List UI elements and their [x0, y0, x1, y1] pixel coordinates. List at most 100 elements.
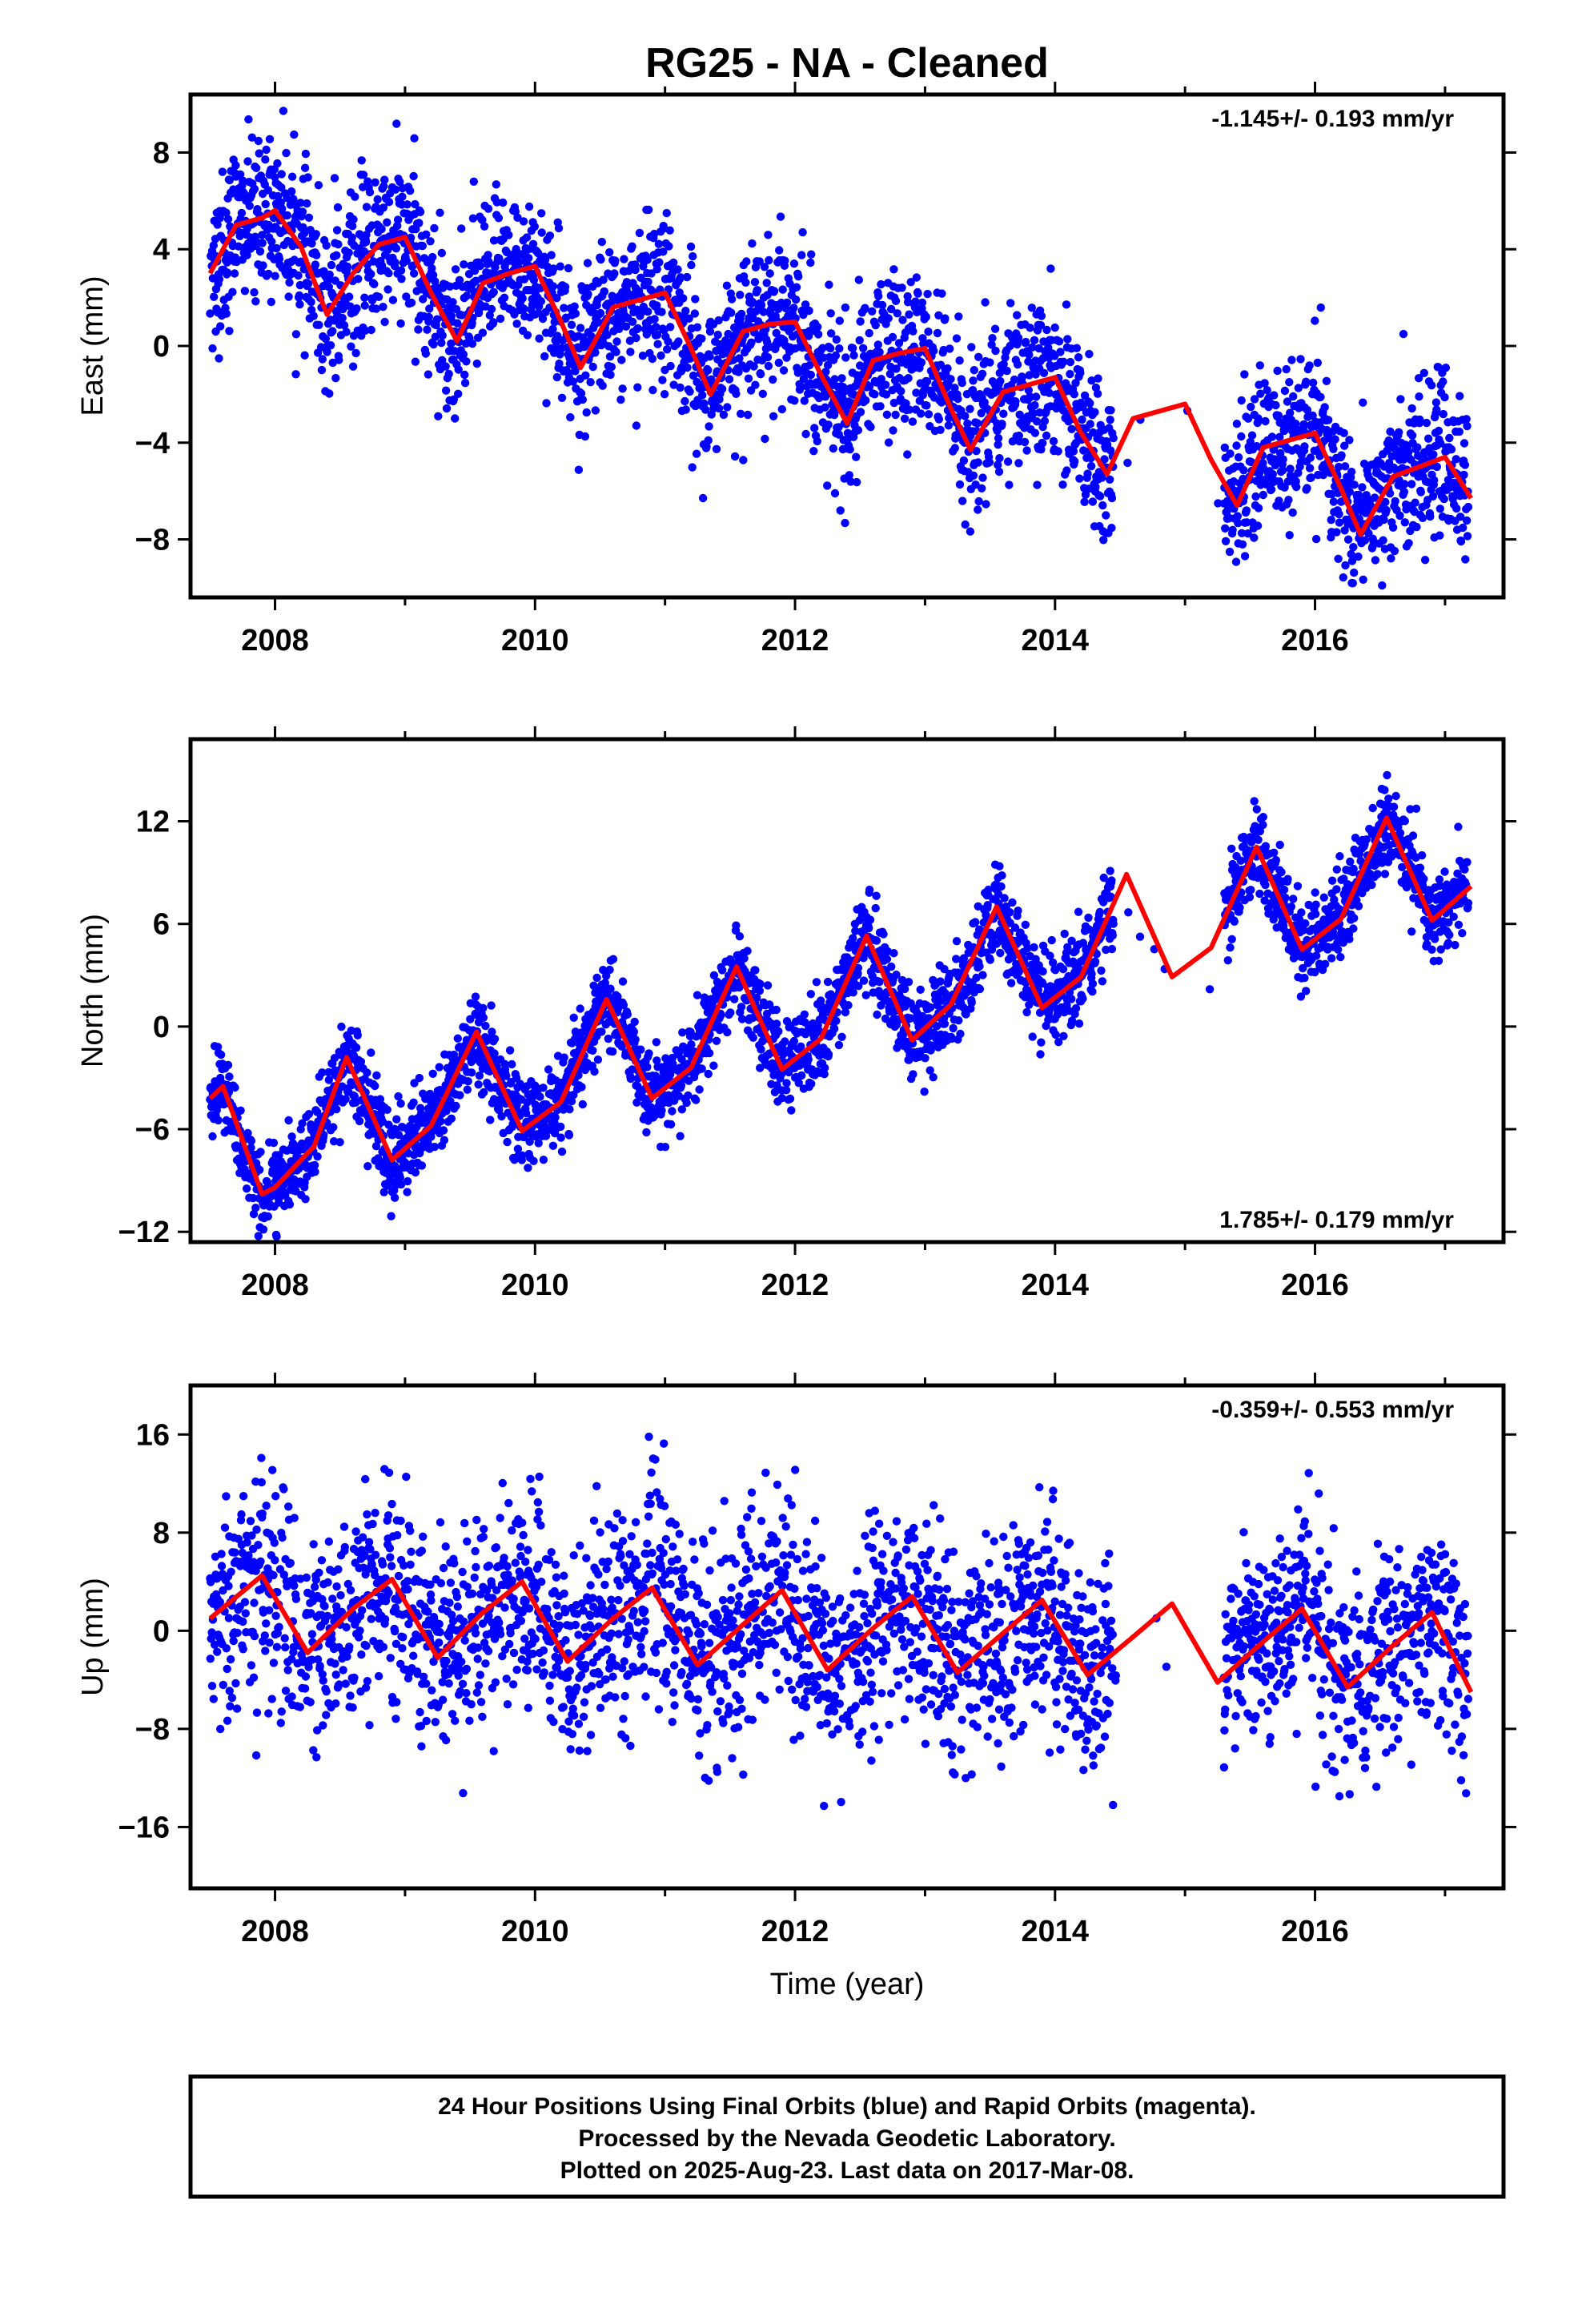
north-data-point [873, 1010, 881, 1019]
east-data-point [958, 497, 967, 505]
east-data-point [311, 260, 320, 269]
east-data-point [934, 415, 944, 424]
east-data-point [698, 391, 707, 400]
east-data-point [744, 374, 753, 383]
east-data-point [1439, 377, 1447, 386]
north-data-point [490, 1035, 500, 1043]
east-data-point [540, 255, 550, 264]
north-data-point [479, 1013, 488, 1023]
east-data-point [243, 251, 251, 259]
east-data-point [643, 255, 652, 264]
east-data-point [287, 187, 296, 196]
east-data-point [905, 310, 913, 319]
east-data-point [262, 145, 271, 155]
east-data-point [354, 275, 363, 283]
east-data-point [1238, 540, 1247, 549]
east-data-point [999, 409, 1008, 418]
east-data-point [522, 233, 532, 242]
east-data-point [658, 376, 667, 384]
east-data-point [594, 318, 603, 327]
east-data-point [1228, 525, 1237, 534]
east-data-point [523, 331, 532, 340]
east-data-point [489, 318, 498, 327]
east-data-point [963, 419, 972, 428]
east-data-point [1040, 416, 1050, 425]
north-data-point [565, 1105, 574, 1114]
east-data-point [428, 263, 436, 273]
east-data-point [380, 175, 389, 184]
east-ytick-label: −8 [135, 524, 170, 557]
north-data-point [396, 1099, 405, 1108]
east-data-point [712, 444, 721, 453]
east-data-point [295, 280, 304, 290]
east-data-point [454, 389, 463, 398]
east-data-point [881, 380, 890, 389]
north-data-point [430, 1142, 440, 1152]
north-data-point [865, 915, 875, 924]
east-data-point [371, 178, 379, 187]
east-data-point [548, 282, 558, 291]
east-data-point [1039, 368, 1049, 377]
east-data-point [1432, 462, 1442, 472]
east-data-point [713, 330, 722, 340]
east-data-point [704, 366, 713, 375]
east-data-point [1400, 480, 1409, 489]
east-data-point [934, 311, 943, 320]
east-data-point [442, 404, 452, 413]
east-data-point [779, 366, 789, 375]
east-data-point [903, 450, 912, 459]
east-data-point [893, 309, 902, 318]
east-data-point [580, 432, 590, 441]
east-data-point [1029, 409, 1038, 419]
east-data-point [469, 177, 478, 186]
east-data-point [913, 289, 922, 298]
east-data-point [383, 285, 392, 294]
east-data-point [865, 328, 873, 338]
east-data-point [1268, 469, 1278, 479]
east-data-point [261, 199, 270, 209]
north-data-point [284, 1116, 293, 1125]
east-data-point [374, 292, 383, 301]
east-data-point [826, 329, 836, 338]
east-data-point [605, 352, 615, 361]
east-data-point [1416, 488, 1426, 497]
east-data-point [892, 364, 901, 373]
north-data-point [730, 995, 739, 1003]
north-data-point [524, 1164, 532, 1172]
east-data-point [502, 247, 512, 257]
east-data-point [492, 180, 500, 189]
east-data-point [841, 303, 850, 312]
east-data-point [911, 297, 920, 306]
east-data-point [1279, 455, 1287, 464]
north-data-point [593, 1055, 603, 1064]
east-data-point [987, 340, 996, 349]
east-data-point [371, 304, 381, 313]
east-data-point [581, 371, 590, 380]
east-data-point [548, 324, 557, 334]
east-data-point [296, 199, 305, 207]
east-data-point [958, 378, 966, 388]
east-data-point [1025, 371, 1034, 380]
east-data-point [426, 237, 435, 246]
north-data-point [383, 1105, 391, 1115]
east-data-point [687, 260, 696, 270]
east-data-point [377, 261, 387, 270]
north-data-point [882, 955, 892, 963]
east-data-point [536, 297, 545, 306]
north-data-point [440, 1136, 449, 1144]
east-data-point [1348, 579, 1358, 588]
east-data-point [650, 315, 659, 324]
east-data-point [826, 309, 835, 318]
east-data-point [352, 304, 361, 313]
east-data-point [650, 229, 659, 239]
east-data-point [210, 292, 219, 301]
north-data-point [643, 1063, 652, 1072]
east-data-point [1331, 435, 1339, 444]
east-data-point [612, 337, 621, 346]
north-data-point [636, 1045, 645, 1054]
east-data-point [1063, 335, 1072, 344]
north-data-point [774, 1027, 783, 1036]
east-data-point [903, 298, 913, 307]
east-data-point [223, 258, 231, 267]
east-data-point [606, 370, 615, 380]
